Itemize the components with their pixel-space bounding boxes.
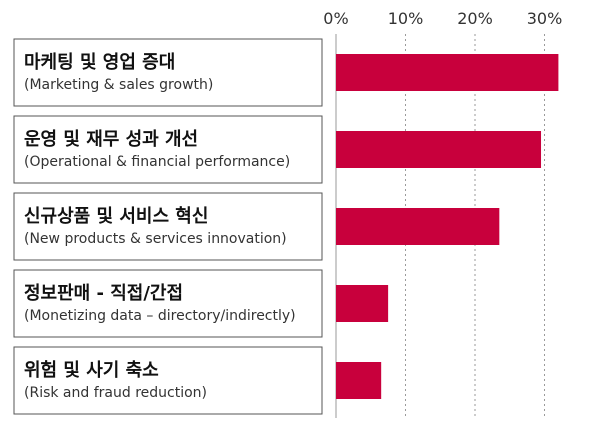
category-frame <box>13 346 323 415</box>
bar <box>336 131 542 168</box>
category-frames <box>13 38 323 415</box>
bar <box>336 362 382 399</box>
bar <box>336 54 559 91</box>
category-label: 마케팅 및 영업 증대 <box>24 52 175 73</box>
bars <box>336 54 559 399</box>
category-frame <box>13 38 323 107</box>
category-label: 위험 및 사기 축소 <box>24 359 159 381</box>
category-frame <box>13 192 323 261</box>
bar <box>336 285 389 322</box>
x-axis-ticks: 0% 10% 20% 30% <box>323 9 562 28</box>
x-tick-label: 10% <box>388 9 424 28</box>
x-tick-label: 30% <box>527 9 563 28</box>
category-frame <box>13 115 323 184</box>
category-sublabel: (Risk and fraud reduction) <box>24 385 207 401</box>
category-frame <box>13 269 323 338</box>
x-tick-label: 20% <box>457 9 493 28</box>
category-label: 신규상품 및 서비스 혁신 <box>24 205 208 227</box>
category-sublabel: (New products & services innovation) <box>24 231 287 247</box>
category-sublabel: (Operational & financial performance) <box>24 154 290 170</box>
category-sublabel: (Marketing & sales growth) <box>24 77 213 93</box>
category-labels: 마케팅 및 영업 증대 (Marketing & sales growth) 운영 … <box>24 52 296 401</box>
bar <box>336 208 500 245</box>
category-label: 운영 및 재무 성과 개선 <box>24 129 198 150</box>
category-label: 정보판매 - 직접/간접 <box>24 283 183 304</box>
x-tick-label: 0% <box>323 9 348 28</box>
category-sublabel: (Monetizing data – directory/indirectly) <box>24 308 296 324</box>
